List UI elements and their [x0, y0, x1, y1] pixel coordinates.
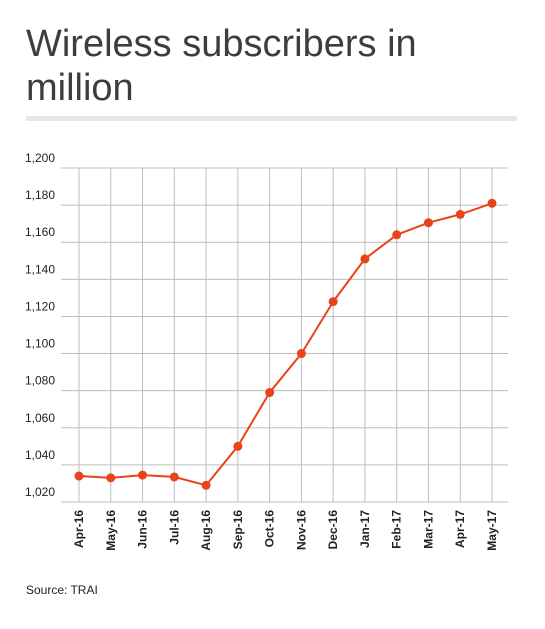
x-tick-label: Jul-16 — [167, 510, 181, 545]
y-tick-label: 1,080 — [25, 374, 55, 388]
x-tick-label: May-17 — [485, 510, 499, 551]
x-tick-label: Sep-16 — [231, 510, 245, 550]
y-tick-label: 1,100 — [25, 337, 55, 351]
x-tick-label: Nov-16 — [294, 510, 308, 550]
data-point[interactable] — [169, 472, 179, 482]
y-tick-label: 1,020 — [25, 485, 55, 499]
x-tick-label: Apr-17 — [453, 510, 467, 548]
y-tick-label: 1,160 — [25, 225, 55, 239]
x-tick-label: Aug-16 — [199, 510, 213, 551]
y-tick-label: 1,060 — [25, 411, 55, 425]
x-axis-labels: Apr-16 May-16 Jun-16 Jul-16 Aug-16 Sep-16 Oct-… — [72, 510, 499, 551]
data-point[interactable] — [296, 349, 306, 359]
y-tick-label: 1,200 — [25, 151, 55, 165]
data-point[interactable] — [360, 254, 370, 264]
data-point[interactable] — [201, 480, 211, 490]
x-tick-label: Feb-17 — [390, 510, 404, 549]
data-point[interactable] — [392, 230, 402, 240]
x-tick-label: Jan-17 — [358, 510, 372, 548]
line-chart: 1,200 1,180 1,160 1,140 1,120 1,100 1,080 1,060… — [25, 151, 508, 551]
x-tick-label: Dec-16 — [326, 510, 340, 550]
data-point[interactable] — [265, 388, 275, 398]
x-tick-label: Mar-17 — [421, 510, 435, 549]
x-tick-label: May-16 — [104, 510, 118, 551]
grid — [61, 167, 508, 503]
y-axis-labels: 1,200 1,180 1,160 1,140 1,120 1,100 1,080 1,060… — [25, 151, 55, 499]
data-point[interactable] — [233, 441, 243, 451]
series-line — [78, 202, 493, 487]
data-point[interactable] — [106, 473, 116, 483]
data-point[interactable] — [328, 297, 338, 307]
y-tick-label: 1,140 — [25, 262, 55, 276]
data-point[interactable] — [455, 209, 465, 219]
data-point[interactable] — [74, 471, 84, 481]
chart-title: Wireless subscribers in million — [26, 23, 417, 109]
data-point[interactable] — [423, 218, 433, 228]
y-tick-label: 1,120 — [25, 299, 55, 313]
data-point[interactable] — [138, 470, 148, 480]
x-tick-label: Jun-16 — [136, 510, 150, 549]
x-tick-label: Oct-16 — [263, 510, 277, 548]
y-tick-label: 1,180 — [25, 188, 55, 202]
source-note: Source: TRAI — [26, 583, 98, 597]
series — [74, 198, 497, 490]
title-divider — [26, 116, 517, 121]
x-tick-label: Apr-16 — [72, 510, 86, 548]
data-point[interactable] — [487, 198, 497, 208]
y-tick-label: 1,040 — [25, 448, 55, 462]
